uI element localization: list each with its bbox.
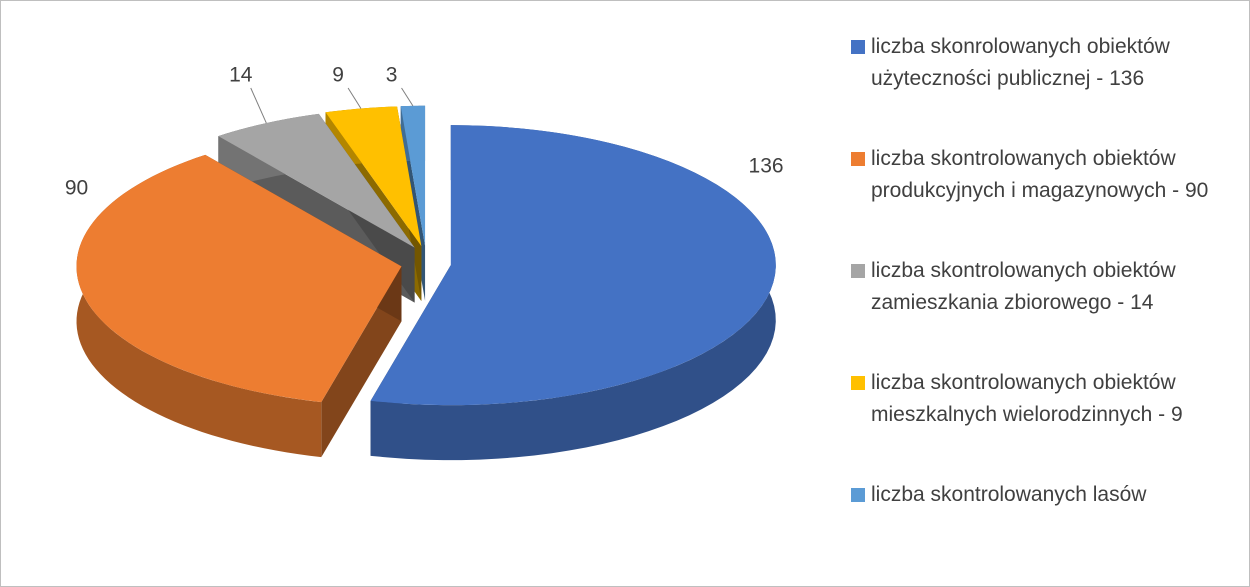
legend-label: liczba skontrolowanych obiektów mieszkal… [871,371,1183,426]
leader-line [401,87,414,107]
legend-item: liczba skontrolowanych obiektów produkcy… [851,143,1243,255]
legend-swatch [851,264,865,278]
slice-top [76,154,402,403]
legend-item: liczba skonrolowanych obiektów użyteczno… [851,31,1243,143]
data-label: 90 [65,177,88,200]
legend-swatch [851,40,865,54]
slice-top [400,105,426,246]
data-label: 136 [749,155,784,178]
legend-label: liczba skontrolowanych lasów [871,483,1147,506]
legend-swatch [851,152,865,166]
slice-top [370,125,776,406]
legend-label: liczba skontrolowanych obiektów produkcy… [871,147,1209,202]
legend-item: liczba skontrolowanych obiektów zamieszk… [851,255,1243,367]
leader-line [250,87,267,124]
legend-label: liczba skontrolowanych obiektów zamieszk… [871,259,1176,314]
legend-item: liczba skontrolowanych lasów [851,479,1243,586]
slice [76,154,402,458]
legend: liczba skonrolowanych obiektów użyteczno… [851,31,1243,586]
slice-side [321,266,402,458]
slice [370,125,776,461]
legend-swatch [851,376,865,390]
slice-top [325,106,422,247]
legend-item: liczba skontrolowanych obiektów mieszkal… [851,367,1243,479]
data-label: 3 [386,64,398,87]
data-label: 9 [332,64,344,87]
legend-swatch [851,488,865,502]
data-label: 14 [229,64,253,87]
leader-line [347,87,362,109]
slice-top [218,113,415,248]
legend-label: liczba skonrolowanych obiektów użyteczno… [871,35,1170,90]
